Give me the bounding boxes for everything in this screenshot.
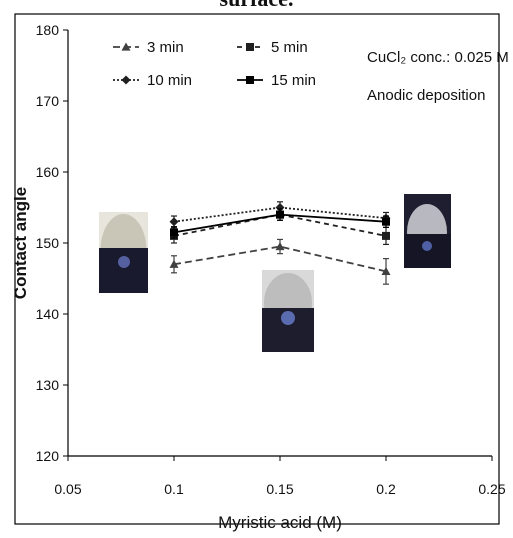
droplet-photo-middle [262, 270, 314, 352]
x-axis-label: Myristic acid (M) [218, 513, 342, 532]
series-line [173, 206, 387, 223]
legend-entry: 3 min [113, 39, 184, 56]
data-point [275, 203, 285, 212]
series-3-min [169, 238, 391, 285]
legend-label: 3 min [147, 39, 184, 56]
droplet-photo-right [404, 194, 451, 268]
data-point [275, 242, 285, 251]
data-point [382, 231, 390, 240]
series-line [173, 245, 387, 273]
data-point [170, 228, 178, 237]
x-tick-label: 0.1 [164, 481, 184, 497]
figure-border [14, 13, 500, 525]
data-point [381, 266, 391, 275]
data-point [382, 217, 390, 226]
series-15-min [170, 208, 390, 239]
legend-label: 10 min [147, 72, 192, 89]
x-tick-label: 0.25 [478, 481, 505, 497]
y-axis-label: Contact angle [11, 187, 30, 299]
annotation-deposition: Anodic deposition [367, 87, 485, 104]
legend-entry: 5 min [237, 39, 308, 56]
header-fragment: surface. [0, 0, 513, 12]
data-point [276, 210, 284, 219]
y-tick-label: 130 [36, 377, 60, 393]
legend-entry: 15 min [237, 72, 316, 89]
data-point [169, 259, 179, 268]
data-point [169, 217, 179, 227]
y-tick-label: 140 [36, 306, 60, 322]
annotation-concentration: CuCl₂ conc.: 0.025 M [367, 49, 509, 66]
y-tick-label: 170 [36, 93, 60, 109]
y-tick-label: 180 [36, 22, 60, 38]
y-tick-label: 150 [36, 235, 60, 251]
x-tick-label: 0.2 [376, 481, 396, 497]
legend-entry: 10 min [113, 72, 192, 89]
legend-marker [246, 76, 254, 84]
droplet-photo-left [99, 212, 148, 293]
legend-marker [246, 43, 254, 51]
x-tick-label: 0.15 [266, 481, 293, 497]
legend-marker [121, 42, 131, 51]
y-tick-label: 120 [36, 448, 60, 464]
legend-marker [121, 75, 131, 85]
legend-label: 15 min [271, 72, 316, 89]
x-tick-label: 0.05 [54, 481, 81, 497]
legend-label: 5 min [271, 39, 308, 56]
y-tick-label: 160 [36, 164, 60, 180]
